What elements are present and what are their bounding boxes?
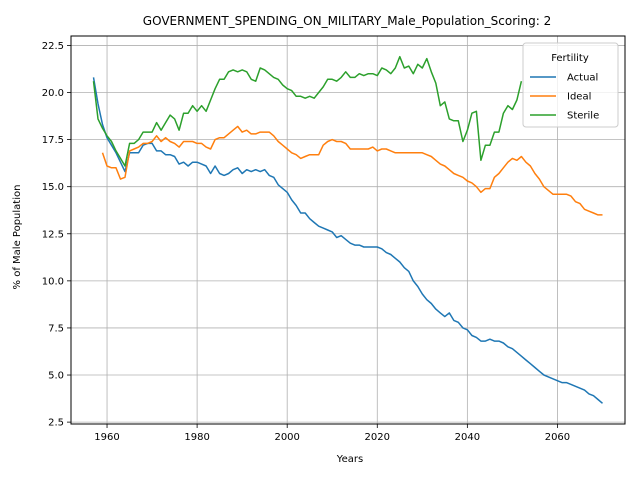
x-tick-label: 2060	[545, 432, 570, 443]
y-tick-label: 20.0	[42, 88, 64, 99]
y-tick-label: 22.5	[42, 41, 64, 52]
y-tick-label: 12.5	[42, 229, 64, 240]
x-axis-label: Years	[336, 454, 363, 465]
legend-title: Fertility	[551, 53, 589, 64]
legend: Fertility Actual Ideal Sterile	[522, 42, 619, 128]
series-line-actual	[92, 77, 603, 404]
y-tick-label: 10.0	[42, 276, 64, 287]
chart-title: GOVERNMENT_SPENDING_ON_MILITARY_Male_Pop…	[143, 14, 551, 28]
legend-box	[522, 42, 619, 128]
axis-ticks: 1960 1980 2000 2020 2040 2060 2.5 5.0 7.5 10.0 12.…	[42, 41, 570, 443]
x-tick-label: 2000	[274, 432, 299, 443]
grid	[71, 36, 625, 424]
x-tick-label: 1960	[94, 432, 119, 443]
x-tick-label: 2040	[455, 432, 480, 443]
y-axis-label: % of Male Population	[12, 185, 23, 290]
y-tick-label: 2.5	[48, 418, 64, 429]
series-lines	[92, 55, 603, 404]
x-tick-label: 1980	[184, 432, 209, 443]
y-tick-label: 17.5	[42, 135, 64, 146]
legend-label-sterile: Sterile	[567, 111, 599, 122]
series-line-ideal	[101, 125, 603, 216]
legend-label-actual: Actual	[567, 73, 598, 84]
series-line-sterile	[92, 55, 523, 167]
legend-label-ideal: Ideal	[567, 92, 591, 103]
y-tick-label: 5.0	[48, 371, 64, 382]
y-tick-label: 15.0	[42, 182, 64, 193]
y-tick-label: 7.5	[48, 323, 64, 334]
plot-frame	[70, 35, 626, 425]
x-tick-label: 2020	[365, 432, 390, 443]
